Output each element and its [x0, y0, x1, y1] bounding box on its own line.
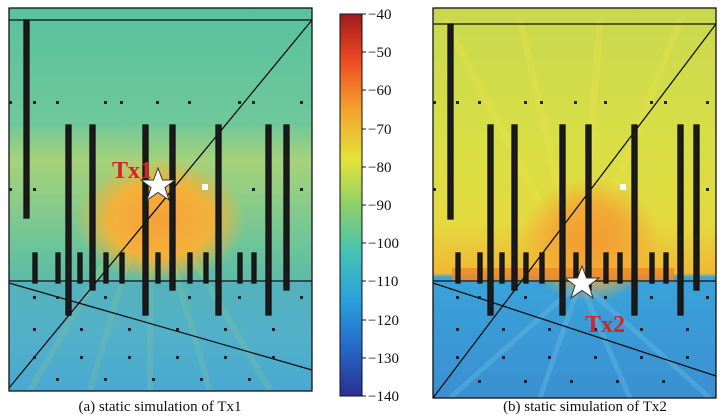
colorbar-tick-label: −60: [368, 83, 391, 99]
colorbar-ticks: [362, 13, 366, 397]
tx1-star-marker: [139, 166, 177, 202]
tx2-star-marker: [563, 264, 601, 300]
colorbar-tick-label: −110: [368, 274, 398, 290]
colorbar: −40 −50 −60 −70 −80 −90 −100 −110 −120 −…: [339, 7, 399, 405]
colorbar-tick-label: −50: [368, 45, 391, 61]
colorbar-tick-label: −140: [368, 389, 399, 405]
panel-b-dots: [433, 101, 709, 383]
colorbar-tick-label: −120: [368, 313, 399, 329]
colorbar-tick-label: −40: [368, 7, 391, 23]
panel-b-caption: (b) static simulation of Tx2: [503, 399, 667, 415]
colorbar-tick-label: −80: [368, 160, 391, 176]
colorbar-tick-label: −90: [368, 198, 391, 214]
panel-a-caption: (a) static simulation of Tx1: [78, 399, 241, 415]
colorbar-tick-label: −130: [368, 351, 399, 367]
colorbar-tick-label: −100: [368, 236, 399, 252]
panel-a-walls: [8, 7, 313, 392]
panel-b-heatmap: [433, 8, 716, 400]
tx2-label: Tx2: [585, 312, 625, 338]
colorbar-tick-label: −70: [368, 122, 391, 138]
panel-a-dots: [9, 101, 303, 381]
